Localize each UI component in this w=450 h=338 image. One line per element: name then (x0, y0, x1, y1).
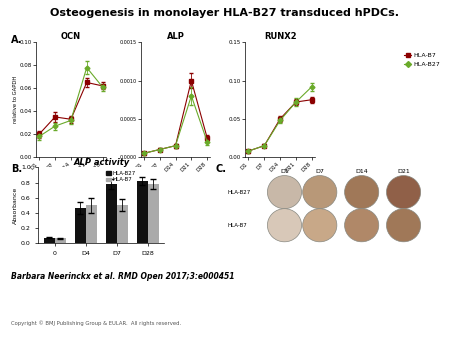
Text: A.: A. (11, 35, 22, 46)
Ellipse shape (303, 175, 337, 209)
Ellipse shape (345, 209, 379, 242)
Text: Osteogenesis in monolayer HLA-B27 transduced hPDCs.: Osteogenesis in monolayer HLA-B27 transd… (50, 8, 400, 19)
Text: HLA-B7: HLA-B7 (227, 223, 247, 228)
Ellipse shape (267, 175, 302, 209)
Bar (44, 238, 55, 243)
Title: ALP activity: ALP activity (73, 158, 130, 167)
Y-axis label: Absorbance: Absorbance (13, 187, 18, 224)
Text: B.: B. (11, 164, 22, 174)
Text: D21: D21 (397, 169, 410, 174)
Text: Barbara Neerinckx et al. RMD Open 2017;3:e000451: Barbara Neerinckx et al. RMD Open 2017;3… (11, 272, 235, 281)
Bar (106, 184, 117, 243)
Ellipse shape (303, 209, 337, 242)
Bar (117, 205, 127, 243)
Text: Copyright © BMJ Publishing Group & EULAR.  All rights reserved.: Copyright © BMJ Publishing Group & EULAR… (11, 320, 181, 326)
Y-axis label: relative to GAPDH: relative to GAPDH (13, 76, 18, 123)
Bar (148, 184, 158, 243)
Bar (86, 205, 97, 243)
Bar (137, 181, 148, 243)
Ellipse shape (387, 175, 421, 209)
Text: D7: D7 (315, 169, 324, 174)
Text: D1: D1 (280, 169, 289, 174)
Title: ALP: ALP (166, 32, 184, 42)
Title: OCN: OCN (61, 32, 81, 42)
Bar (75, 208, 86, 243)
Title: RUNX2: RUNX2 (264, 32, 297, 42)
Legend: HLA-B7, HLA-B27: HLA-B7, HLA-B27 (401, 50, 442, 69)
Ellipse shape (387, 209, 421, 242)
Text: RMD
Open: RMD Open (383, 302, 420, 330)
Ellipse shape (345, 175, 379, 209)
Legend: HLA-B27, HLA-B7: HLA-B27, HLA-B7 (104, 169, 138, 185)
Bar (55, 238, 66, 243)
Text: C.: C. (216, 164, 227, 174)
Text: HLA-B27: HLA-B27 (227, 190, 250, 195)
Text: D14: D14 (356, 169, 368, 174)
Ellipse shape (267, 209, 302, 242)
